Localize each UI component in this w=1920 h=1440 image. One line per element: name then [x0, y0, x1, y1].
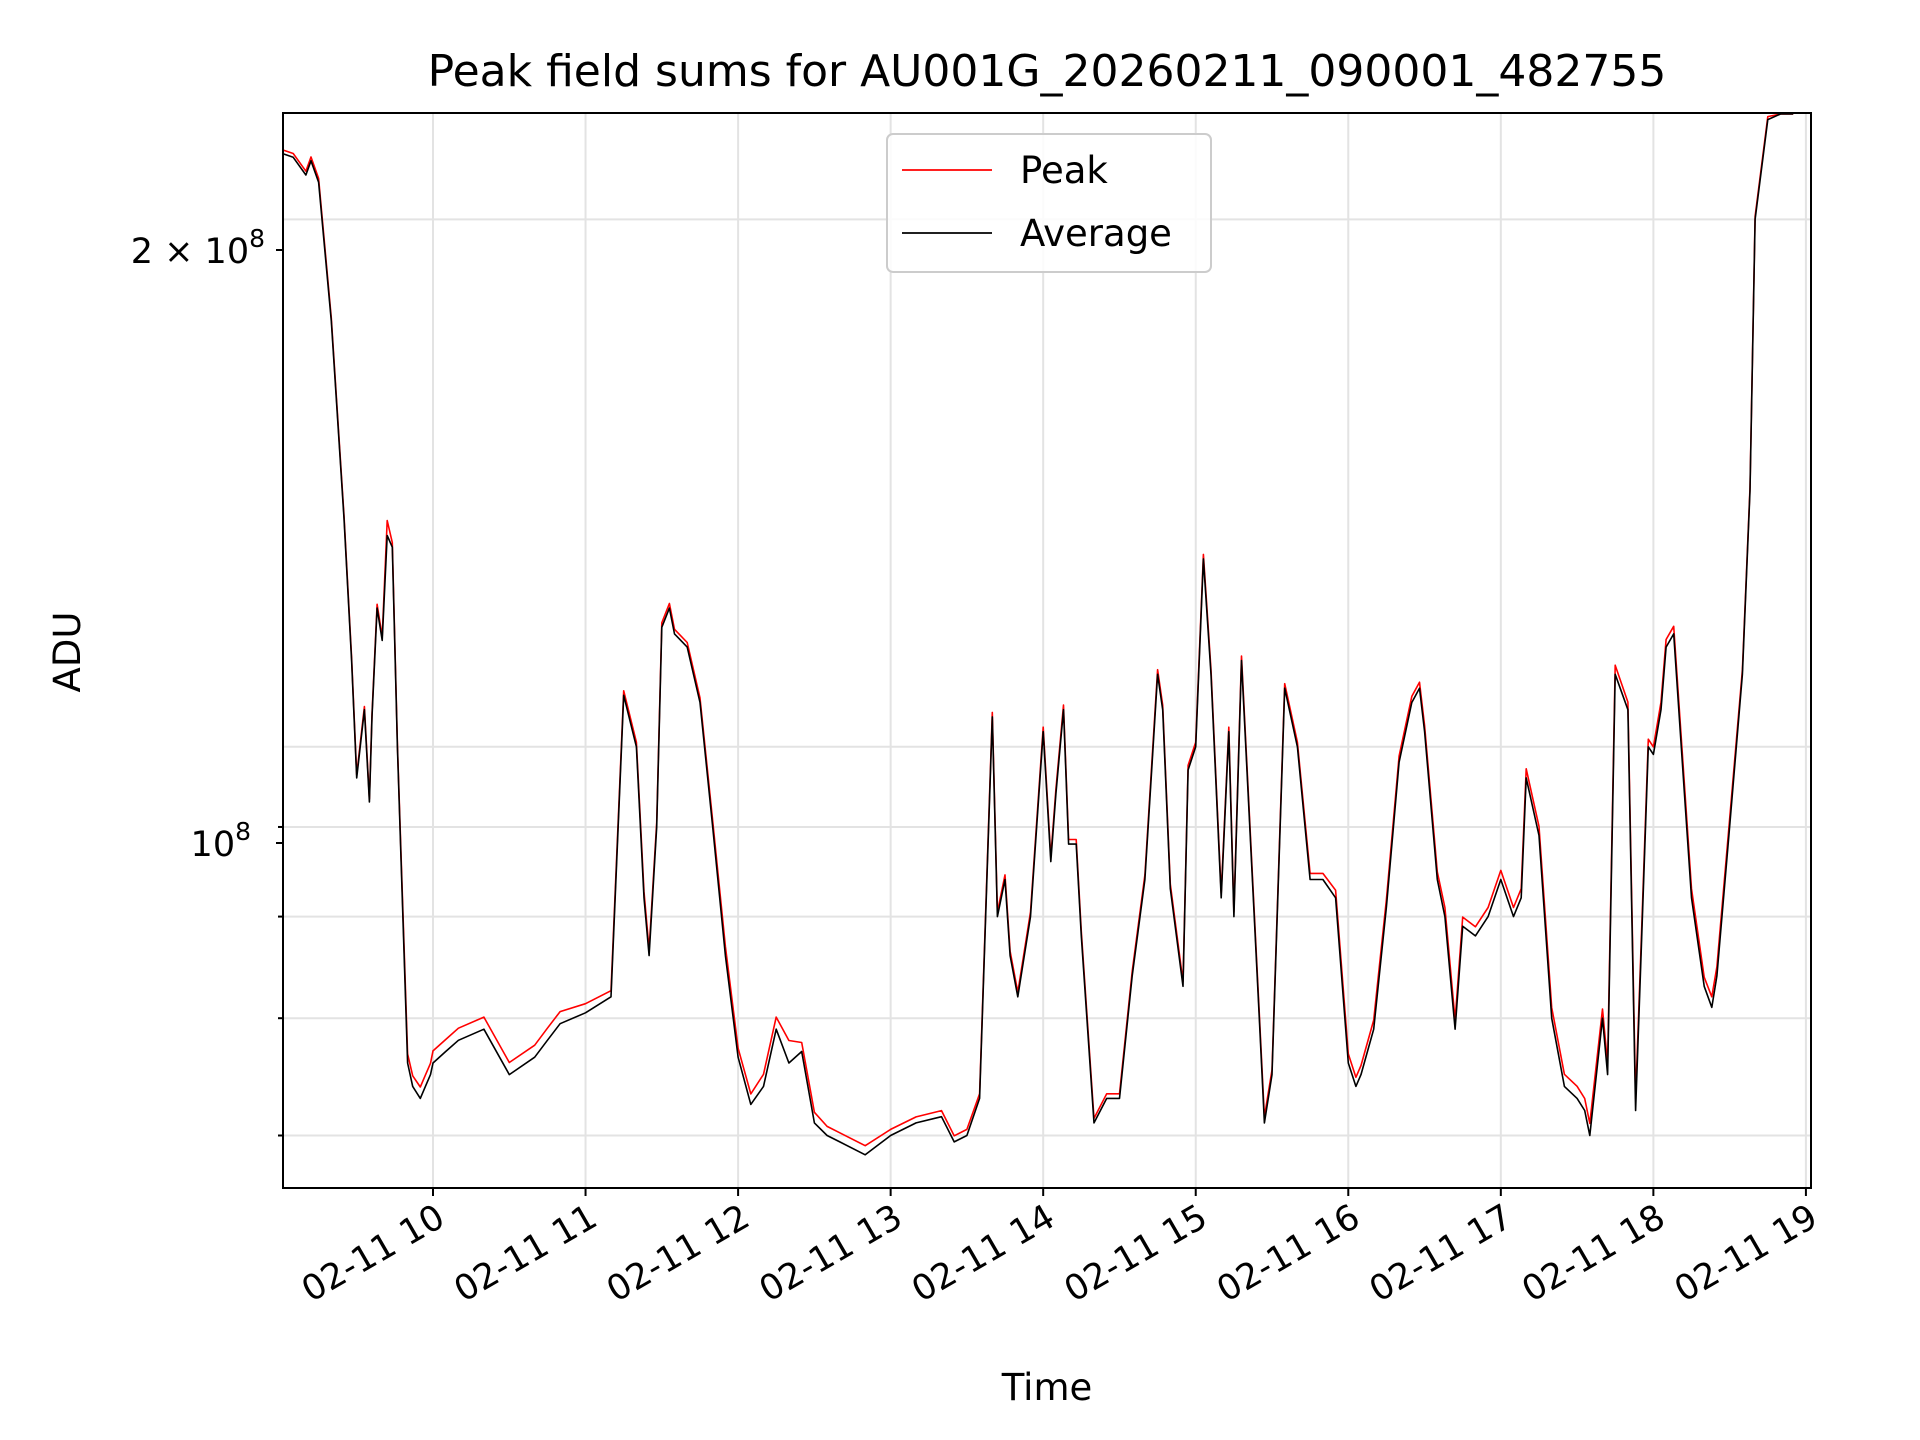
- y-minor-ticks: [278, 825, 283, 1137]
- legend-label-average: Average: [1020, 212, 1172, 255]
- y-axis-label: ADU: [46, 612, 89, 693]
- series-line-average: [282, 113, 1794, 1156]
- grid-layer: [283, 113, 1811, 1188]
- legend-box: [886, 133, 1212, 273]
- chart-title: Peak field sums for AU001G_20260211_0900…: [428, 46, 1667, 97]
- y-tick-label-2e8: 2 × 108: [131, 224, 265, 272]
- legend: Peak Average: [886, 133, 1212, 273]
- plot-frame: [282, 112, 1812, 1189]
- x-axis-label: Time: [1001, 1366, 1093, 1409]
- y-tick-label-1e8: 108: [191, 817, 251, 865]
- series-layer: [282, 113, 1794, 1156]
- y-axis: 2 × 108 108: [131, 224, 283, 1137]
- legend-label-peak: Peak: [1020, 149, 1108, 192]
